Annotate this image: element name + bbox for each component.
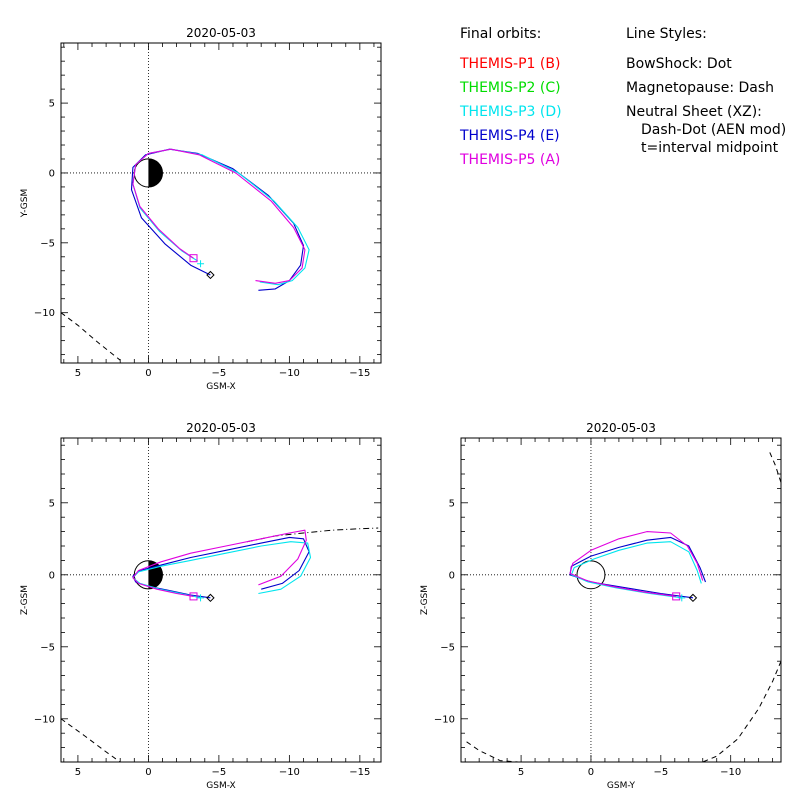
y-axis-label: Z-GSM xyxy=(20,585,30,615)
y-tick-label: 0 xyxy=(49,168,55,179)
x-tick-label: −5 xyxy=(653,767,668,778)
line-styles-title: Line Styles: xyxy=(626,26,707,42)
x-axis-label: GSM-X xyxy=(206,382,235,392)
x-tick-label: 5 xyxy=(75,767,81,778)
y-tick-label: −10 xyxy=(34,308,55,319)
diamond-marker xyxy=(688,593,698,603)
y-tick-label: −5 xyxy=(440,642,455,653)
diamond-marker xyxy=(206,593,215,603)
x-tick-label: −10 xyxy=(279,767,300,778)
magnetopause-line xyxy=(61,312,121,361)
panel-xy: 2020-05-03 GSM-X Y-GSM 5 0 −5 −10 −15 −10 −5 0 5 xyxy=(20,26,382,392)
diamond-marker xyxy=(206,270,215,280)
square-marker xyxy=(189,254,198,263)
neutral-sheet-line xyxy=(246,527,379,543)
magnetopause-line xyxy=(61,718,121,762)
panel-xz: 2020-05-03 GSM-X Z-GSM 5 0 −5 −10 −15 −10 −5 0 5 xyxy=(20,421,382,791)
legend-item-p5: THEMIS-P5 (A) xyxy=(460,152,561,168)
line-style-dashdot: Dash-Dot (AEN mod) xyxy=(641,122,787,138)
legend-item-p3: THEMIS-P3 (D) xyxy=(460,104,562,120)
orbits-legend: Final orbits: THEMIS-P1 (B) THEMIS-P2 (C… xyxy=(460,26,630,186)
line-style-bowshock: BowShock: Dot xyxy=(626,56,732,72)
plot-area-xy xyxy=(61,148,310,361)
legend-item-p4: THEMIS-P4 (E) xyxy=(460,128,560,144)
x-tick-label: 0 xyxy=(588,767,594,778)
plot-title: 2020-05-03 xyxy=(186,421,256,435)
line-style-midpoint: t=interval midpoint xyxy=(641,140,779,156)
y-axis-label: Z-GSM xyxy=(420,585,430,615)
y-tick-label: −5 xyxy=(40,238,55,249)
line-style-magnetopause: Magnetopause: Dash xyxy=(626,80,775,96)
magnetopause-line xyxy=(702,661,781,762)
line-styles-legend: Line Styles: BowShock: Dot Magnetopause:… xyxy=(626,26,800,186)
x-axis-label: GSM-Y xyxy=(607,781,636,791)
orbit-series-2 xyxy=(570,541,702,599)
plus-marker xyxy=(197,594,205,602)
y-tick-label: 5 xyxy=(449,498,455,509)
panel-yz: 2020-05-03 GSM-Y Z-GSM 5 0 −5 −10 −10 −5 0 5 xyxy=(420,421,782,791)
x-axis-label: GSM-X xyxy=(206,781,235,791)
orbit-series-1 xyxy=(569,536,707,599)
plot-area-yz xyxy=(466,452,781,762)
y-tick-label: 0 xyxy=(49,570,55,581)
plot-title: 2020-05-03 xyxy=(586,421,656,435)
x-tick-label: −15 xyxy=(349,767,370,778)
x-tick-label: 5 xyxy=(518,767,524,778)
orbit-series-3 xyxy=(132,148,306,284)
square-marker xyxy=(672,592,681,601)
orbits-legend-title: Final orbits: xyxy=(460,26,542,42)
y-axis-label: Y-GSM xyxy=(20,189,30,218)
line-style-neutral-sheet: Neutral Sheet (XZ): xyxy=(626,104,762,120)
y-tick-label: 5 xyxy=(49,498,55,509)
x-tick-label: 5 xyxy=(75,368,81,379)
plot-frame xyxy=(60,42,382,364)
legend-item-p2: THEMIS-P2 (C) xyxy=(460,80,561,96)
y-tick-label: 0 xyxy=(449,570,455,581)
magnetopause-line xyxy=(769,452,781,483)
y-tick-label: −10 xyxy=(34,714,55,725)
x-tick-label: −10 xyxy=(720,767,741,778)
orbit-series-1 xyxy=(130,148,305,291)
orbit-series-2 xyxy=(132,541,312,599)
x-tick-label: −15 xyxy=(349,368,370,379)
plot-title: 2020-05-03 xyxy=(186,26,256,40)
orbit-series-2 xyxy=(132,148,310,286)
x-tick-label: −5 xyxy=(212,368,227,379)
x-tick-label: 0 xyxy=(145,767,151,778)
y-tick-label: 5 xyxy=(49,99,55,110)
x-tick-label: 0 xyxy=(145,368,151,379)
y-tick-label: −10 xyxy=(434,714,455,725)
x-tick-label: −5 xyxy=(212,767,227,778)
legend-item-p1: THEMIS-P1 (B) xyxy=(460,56,561,72)
plot-area-xz xyxy=(61,527,379,762)
plus-marker xyxy=(678,594,686,602)
magnetopause-line xyxy=(466,741,519,762)
square-marker xyxy=(189,592,198,601)
plot-frame xyxy=(460,437,782,763)
plus-marker xyxy=(197,260,205,268)
orbit-series-3 xyxy=(132,529,307,597)
plot-frame xyxy=(60,437,382,763)
earth-night-side xyxy=(148,158,163,188)
x-tick-label: −10 xyxy=(279,368,300,379)
orbit-series-3 xyxy=(569,531,704,597)
y-tick-label: −5 xyxy=(40,642,55,653)
